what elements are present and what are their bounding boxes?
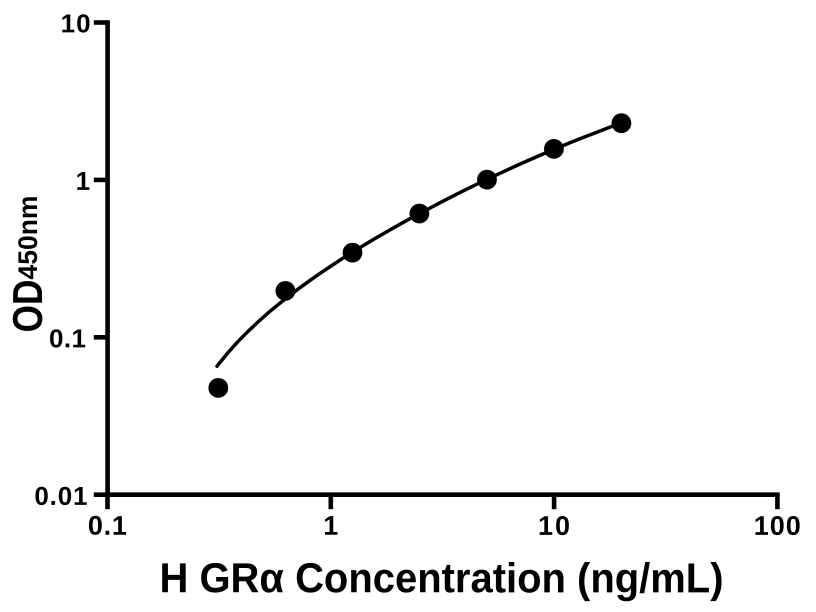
svg-text:10: 10 (61, 8, 91, 38)
svg-text:H GRα Concentration (ng/mL): H GRα Concentration (ng/mL) (159, 554, 723, 601)
svg-text:1: 1 (323, 511, 338, 541)
svg-text:1: 1 (76, 166, 90, 196)
svg-text:0.1: 0.1 (49, 323, 86, 353)
svg-text:0.01: 0.01 (34, 481, 87, 511)
svg-text:10: 10 (538, 511, 570, 541)
svg-text:OD450nm: OD450nm (4, 196, 51, 333)
svg-text:100: 100 (754, 511, 801, 541)
svg-text:0.1: 0.1 (88, 511, 127, 541)
